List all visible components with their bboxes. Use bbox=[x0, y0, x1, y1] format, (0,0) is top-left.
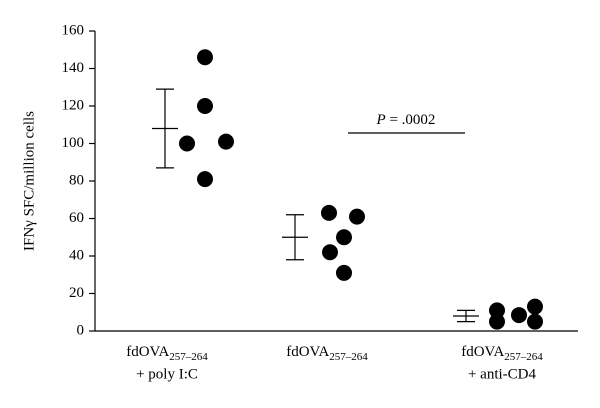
y-tick-label: 0 bbox=[77, 322, 85, 338]
y-tick-label: 80 bbox=[69, 172, 84, 188]
dot bbox=[511, 307, 527, 324]
dot bbox=[489, 313, 505, 330]
dot bbox=[179, 135, 195, 152]
dot bbox=[322, 244, 338, 261]
y-tick-label: 120 bbox=[62, 97, 85, 113]
x-tick-label-line2: + poly I:C bbox=[136, 366, 198, 382]
dot bbox=[197, 98, 213, 114]
x-tick-label: fdOVA257–264 bbox=[461, 344, 543, 362]
dot bbox=[197, 49, 213, 66]
x-tick-label: fdOVA257–264 bbox=[286, 344, 368, 362]
dot bbox=[197, 171, 213, 188]
category-subscript: 257–264 bbox=[329, 351, 368, 363]
dot bbox=[218, 133, 234, 150]
dot bbox=[527, 313, 543, 330]
dot bbox=[336, 229, 352, 246]
y-tick-label: 60 bbox=[69, 210, 84, 226]
category-name: fdOVA bbox=[286, 344, 329, 360]
category-subscript: 257–264 bbox=[169, 351, 208, 363]
y-tick-label: 20 bbox=[69, 285, 84, 301]
y-tick-label: 40 bbox=[69, 247, 84, 263]
annotation-text: = .0002 bbox=[389, 112, 435, 128]
y-tick-label: 160 bbox=[62, 22, 85, 38]
dot bbox=[527, 298, 543, 315]
category-name: fdOVA bbox=[461, 344, 504, 360]
dot bbox=[336, 264, 352, 281]
dot bbox=[349, 208, 365, 225]
y-axis-label: IFNγ SFC/million cells bbox=[21, 111, 37, 251]
annotation: P = .0002 bbox=[376, 112, 436, 128]
dot bbox=[489, 302, 505, 319]
category-name: fdOVA bbox=[126, 344, 169, 360]
category-subscript: 257–264 bbox=[504, 351, 543, 363]
y-tick-label: 140 bbox=[62, 60, 85, 76]
x-tick-label: fdOVA257–264 bbox=[126, 344, 208, 362]
dot bbox=[321, 204, 337, 221]
x-tick-label-line2: + anti-CD4 bbox=[468, 366, 537, 382]
y-tick-label: 100 bbox=[62, 135, 85, 151]
annotation-italic: P bbox=[376, 112, 386, 128]
